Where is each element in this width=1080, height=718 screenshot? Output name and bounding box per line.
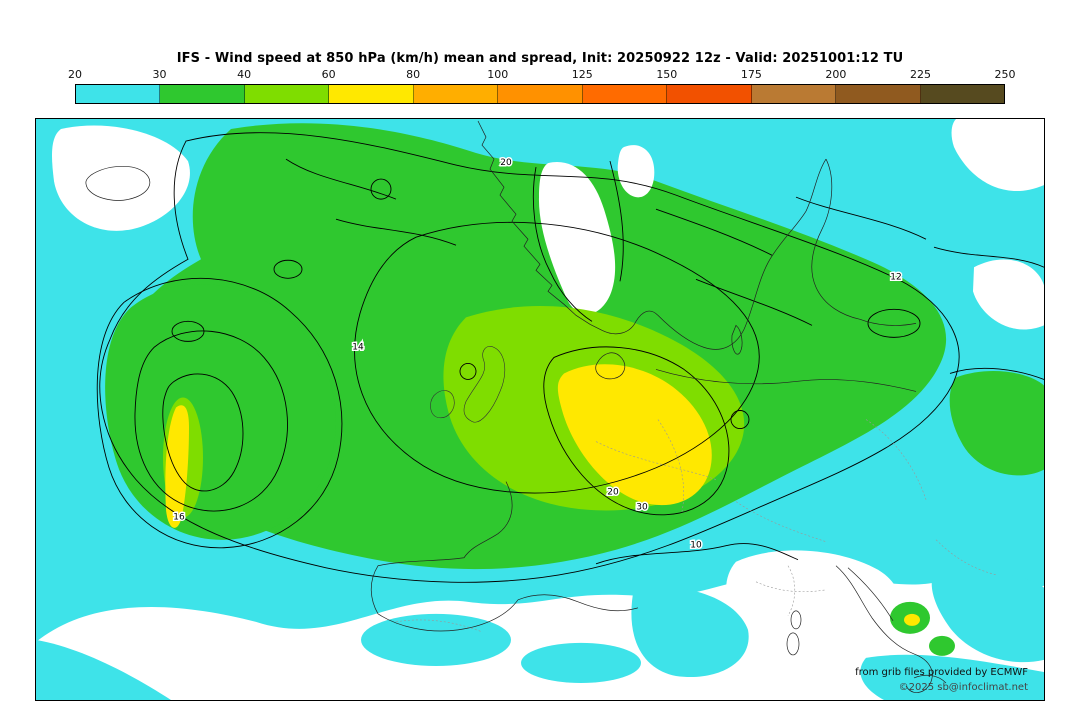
colorbar: 20 30 40 60 80 100 125 150 175 200 225 250 [68, 68, 1016, 104]
map-contour-labels: 20 20 16 10 12 14 30 [172, 157, 903, 553]
credit-source: from grib files provided by ECMWF [855, 667, 1028, 678]
colorbar-segment [667, 85, 752, 103]
map-contour-lines [96, 132, 1044, 583]
colorbar-segment [751, 85, 837, 103]
contour-label: 20 [607, 488, 619, 498]
colorbar-segment [582, 85, 668, 103]
contour-label: 12 [890, 272, 901, 282]
map-area: 20 20 16 10 12 14 30 from grib files provided … [35, 118, 1045, 701]
colorbar-segments [75, 84, 1005, 104]
colorbar-tick-label: 250 [994, 68, 1016, 81]
colorbar-tick-label: 20 [68, 68, 82, 81]
colorbar-tick-label: 100 [487, 68, 509, 81]
colorbar-segment [244, 85, 330, 103]
colorbar-tick-label: 175 [740, 68, 762, 81]
map-credits: from grib files provided by ECMWF ©2025 … [855, 665, 1028, 695]
colorbar-segment [413, 85, 499, 103]
colorbar-tick-label: 125 [571, 68, 593, 81]
colorbar-segment [836, 85, 921, 103]
map-cyan-patches [36, 570, 1044, 700]
map-country-borders [395, 419, 997, 633]
contour-label: 10 [690, 541, 702, 551]
colorbar-tick-label: 40 [237, 68, 252, 81]
colorbar-segment [76, 85, 161, 103]
colorbar-tick-label: 200 [825, 68, 847, 81]
colorbar-segment [920, 85, 1004, 103]
colorbar-tick-label: 80 [406, 68, 421, 81]
colorbar-segment [498, 85, 583, 103]
page-title: IFS - Wind speed at 850 hPa (km/h) mean … [176, 51, 904, 66]
contour-label: 16 [173, 513, 185, 523]
colorbar-tick-label: 150 [656, 68, 678, 81]
colorbar-tick-label: 225 [909, 68, 931, 81]
map-coastlines [85, 120, 947, 693]
weather-map-svg: 20 20 16 10 12 14 30 [36, 119, 1044, 700]
contour-label: 14 [352, 342, 364, 352]
colorbar-segment [329, 85, 414, 103]
contour-label: 20 [500, 158, 512, 168]
colorbar-tick-label: 60 [321, 68, 336, 81]
contour-label: 30 [636, 503, 648, 513]
map-yellow-regions [165, 364, 920, 626]
colorbar-tick-label: 30 [152, 68, 167, 81]
credit-copyright: ©2025 sb@infoclimat.net [898, 682, 1028, 693]
colorbar-ticks: 20 30 40 60 80 100 125 150 175 200 225 250 [68, 68, 1016, 82]
colorbar-segment [160, 85, 245, 103]
map-white-cutouts [538, 145, 655, 315]
